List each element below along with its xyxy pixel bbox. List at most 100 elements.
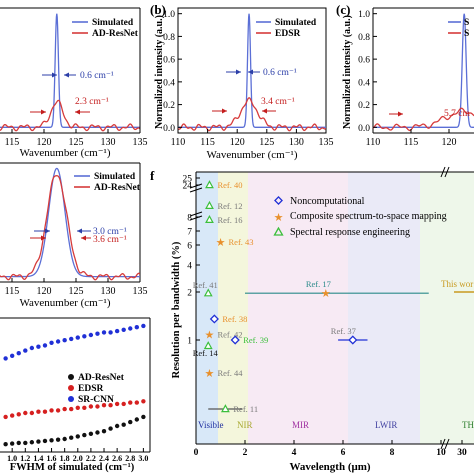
panel-a-arrowhead-left-blue (52, 72, 57, 78)
panel-b-legend: Simulated EDSR (256, 18, 317, 39)
panel-e-xtick-label-5: 2.0 (73, 454, 83, 463)
panel-e-srcnn-point (62, 338, 67, 343)
panel-f-region-th-bg (420, 172, 474, 444)
panel-f-xbreak-top-2 (444, 166, 450, 178)
panel-f-legend-star-icon: ★ (274, 212, 284, 224)
panel-f-ref44-label: Ref. 44 (217, 368, 243, 378)
panel-f-ref12-triangle-marker (205, 200, 214, 209)
panel-f-xtick-label-5: 10 (436, 448, 446, 458)
panel-e-adresnet-point (82, 432, 87, 438)
panel-f-region-mir-bg (248, 172, 348, 444)
panel-f-ref39-label: Ref. 39 (243, 335, 268, 345)
panel-f-ref11-triangle-marker (220, 404, 230, 413)
panel-f-xbreak-top-1 (440, 166, 446, 178)
panel-e-srcnn-point (108, 330, 113, 335)
panel-d-legend-simulated: Simulated (94, 172, 136, 182)
panel-e-adresnet-point (29, 440, 35, 445)
panel-b-ytick-label-5: 1.0 (163, 10, 175, 20)
panel-b-legend-simulated: Simulated (275, 18, 317, 28)
panel-a-series-1-line (0, 99, 140, 132)
panel-f-ref44-star-marker: ★ (205, 368, 215, 380)
panel-e-edsr-point (101, 403, 107, 408)
panel-e-edsr-point (88, 404, 94, 409)
panel-b-xtick-label-5: 135 (319, 137, 334, 148)
panel-e-srcnn-point (88, 332, 94, 338)
panel-b-xlabel: Wavenumber (cm⁻¹) (207, 149, 298, 161)
panel-f-xbreak-2 (444, 438, 450, 450)
panel-e-adresnet-point (55, 437, 61, 442)
panel-e-srcnn-point (114, 328, 120, 334)
panel-f-xtick-label-1: 2 (243, 448, 248, 458)
panel-a-arrowhead-right-blue (64, 72, 69, 78)
panel-e-adresnet-point (42, 438, 48, 444)
panel-e-adresnet-point (36, 439, 41, 444)
panel-d-legend: Simulated AD-ResNet (74, 172, 141, 193)
panel-e-adresnet-point (23, 440, 28, 446)
panel-c-arrowhead-left-red (398, 111, 403, 117)
panel-d-xtick-label-1: 120 (37, 286, 52, 297)
panel-e-edsr-point (75, 405, 80, 410)
panel-c-legend-2: S (464, 29, 469, 39)
panel-b-xtick-label-4: 130 (289, 137, 304, 148)
panel-b-ytick-label-1: 0.2 (163, 101, 175, 111)
panel-e-xtick-label-2: 1.4 (33, 454, 43, 463)
panel-e-srcnn-point (36, 344, 41, 349)
panel-a-xtick-label-1: 120 (37, 137, 52, 148)
panel-c-annotation-red: 5.7 cm (444, 109, 470, 119)
panel-f-ytick-label-4: 7 (187, 228, 192, 238)
panel-f-ref43-star-marker: ★ (216, 237, 226, 249)
panel-b-xtick-label-0: 110 (171, 137, 186, 148)
panel-e-edsr-point (29, 410, 35, 416)
panel-e-edsr-point (121, 401, 126, 407)
panel-e-edsr-point (49, 408, 54, 413)
panel-e-edsr-point (82, 405, 87, 410)
panel-e-adresnet-point (88, 431, 94, 436)
panel-f-ref40-triangle-marker (205, 180, 214, 189)
panel-c-annotations: 5.7 cm (389, 109, 470, 119)
panel-f-xtick-label-4: 8 (390, 448, 395, 458)
panel-a-xtick-label-3: 130 (101, 137, 116, 148)
panel-e-srcnn-point (16, 351, 21, 356)
panel-f-legend-noncomputational: Noncomputational (290, 196, 365, 207)
panel-f-xtick-label-0: 0 (194, 448, 199, 458)
panel-e-srcnn-point (42, 343, 48, 348)
panel-a-legend-simulated: Simulated (92, 18, 134, 28)
panel-e-xtick-label-8: 2.6 (112, 454, 122, 463)
panel-b-ytick-label-0: 0.0 (163, 124, 175, 134)
panel-b-label: (b) (150, 2, 166, 17)
panel-f-ref37-diamond-marker (348, 335, 358, 345)
panel-e-xtick-label-10: 3.0 (138, 454, 148, 463)
panel-b-arrowhead-left-red (222, 108, 227, 114)
panel-f-ref41-triangle-marker (203, 288, 213, 297)
panel-c-ytick-label-0: 0.0 (358, 124, 370, 134)
panel-b-xtick-label-3: 125 (259, 137, 274, 148)
panel-f-ytick-label-5: 8 (187, 214, 192, 224)
panel-c-ytick-label-2: 0.4 (358, 78, 370, 88)
panel-f-ref16-label: Ref. 16 (217, 215, 242, 225)
panel-a-annotation-blue: 0.6 cm⁻¹ (80, 71, 114, 81)
panel-f-ytick-label-1: 2 (187, 289, 192, 299)
panel-e-adresnet-point (69, 435, 74, 440)
panel-e-adresnet-point (16, 440, 21, 446)
panel-c-ylabel: Normalized intensity (a.u.) (342, 15, 353, 129)
panel-e-adresnet-point (141, 414, 146, 420)
panel-e-edsr-point (128, 400, 133, 405)
panel-e-xtick-label-9: 2.8 (125, 454, 135, 463)
panel-a-legend: Simulated AD-ResNet (72, 18, 139, 39)
panel-f-xtick-label-6: 30 (457, 448, 467, 458)
panel-d-xtick-label-2: 125 (69, 286, 84, 297)
panel-a-annotation-red: 2.3 cm⁻¹ (75, 97, 109, 107)
panel-c-spectrum: (c) 110 115 120 0.0 0.2 0.4 0.6 0.8 1.0 Normaliz… (336, 2, 474, 148)
panel-f-region-lwir: LWIR (375, 420, 397, 430)
panel-d-annotation-blue: 3.0 cm⁻¹ (93, 227, 127, 237)
panel-c-xtick-label-0: 110 (366, 137, 381, 148)
panel-e-srcnn-point (128, 326, 133, 331)
panel-e-edsr-point (69, 406, 74, 412)
panel-f-ybreak-3 (189, 211, 203, 217)
panel-c-xtick-label-2: 120 (442, 137, 457, 148)
panel-e-adresnet-point (3, 442, 8, 447)
panel-a-annotations: 0.6 cm⁻¹ 2.3 cm⁻¹ (30, 71, 114, 115)
panel-e-adresnet-point (9, 441, 15, 446)
panel-e-edsr-point (16, 412, 21, 417)
